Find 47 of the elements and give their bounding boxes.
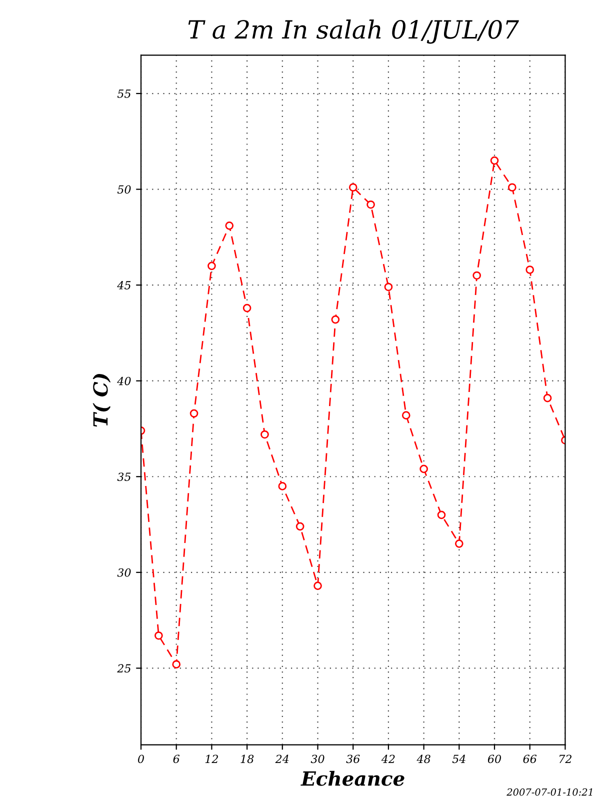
x-tick-label: 54 <box>452 754 466 764</box>
x-tick-label: 42 <box>381 754 395 763</box>
point <box>154 631 163 640</box>
point <box>225 222 234 230</box>
point <box>260 430 269 439</box>
point <box>278 482 287 490</box>
point <box>490 156 499 165</box>
y-tick-label: 45 <box>117 281 131 290</box>
y-axis-title: T( C) <box>92 374 111 427</box>
x-tick-label: 24 <box>275 754 289 763</box>
x-tick-label: 30 <box>310 754 324 764</box>
x-tick-label: 66 <box>523 754 537 764</box>
x-axis-title: Echeance <box>300 770 404 786</box>
point <box>366 200 375 209</box>
y-tick-label: 35 <box>117 472 131 481</box>
point <box>348 183 358 192</box>
point <box>420 464 428 474</box>
point <box>526 266 534 274</box>
y-tick-label: 50 <box>117 185 131 194</box>
point <box>296 522 304 531</box>
point <box>508 183 516 192</box>
point <box>402 411 410 420</box>
point <box>384 282 393 292</box>
point <box>437 510 446 520</box>
y-tick-label: 25 <box>117 664 131 673</box>
y-tick-label: 40 <box>117 376 131 386</box>
x-tick-label: 18 <box>240 754 254 764</box>
x-tick-label: 12 <box>205 754 218 763</box>
x-tick-label: 48 <box>416 754 430 764</box>
point <box>242 304 252 312</box>
point <box>172 660 181 669</box>
point <box>543 394 552 402</box>
point <box>454 540 464 548</box>
point <box>314 582 322 590</box>
y-tick-label: 30 <box>117 568 131 577</box>
point <box>331 315 340 324</box>
x-tick-label: 60 <box>488 754 501 764</box>
text: 2007-07-01-10:21 <box>506 788 592 796</box>
x-tick-label: 72 <box>559 754 572 763</box>
x-tick-label: 6 <box>173 754 180 764</box>
point <box>208 262 216 270</box>
point <box>472 271 481 280</box>
chart-title: T a 2m In salah 01/JUL/07 <box>188 20 519 44</box>
y-tick-label: 55 <box>117 90 131 98</box>
x-tick-label: 36 <box>346 754 360 764</box>
point <box>190 409 198 418</box>
x-tick-label: 0 <box>138 754 144 764</box>
